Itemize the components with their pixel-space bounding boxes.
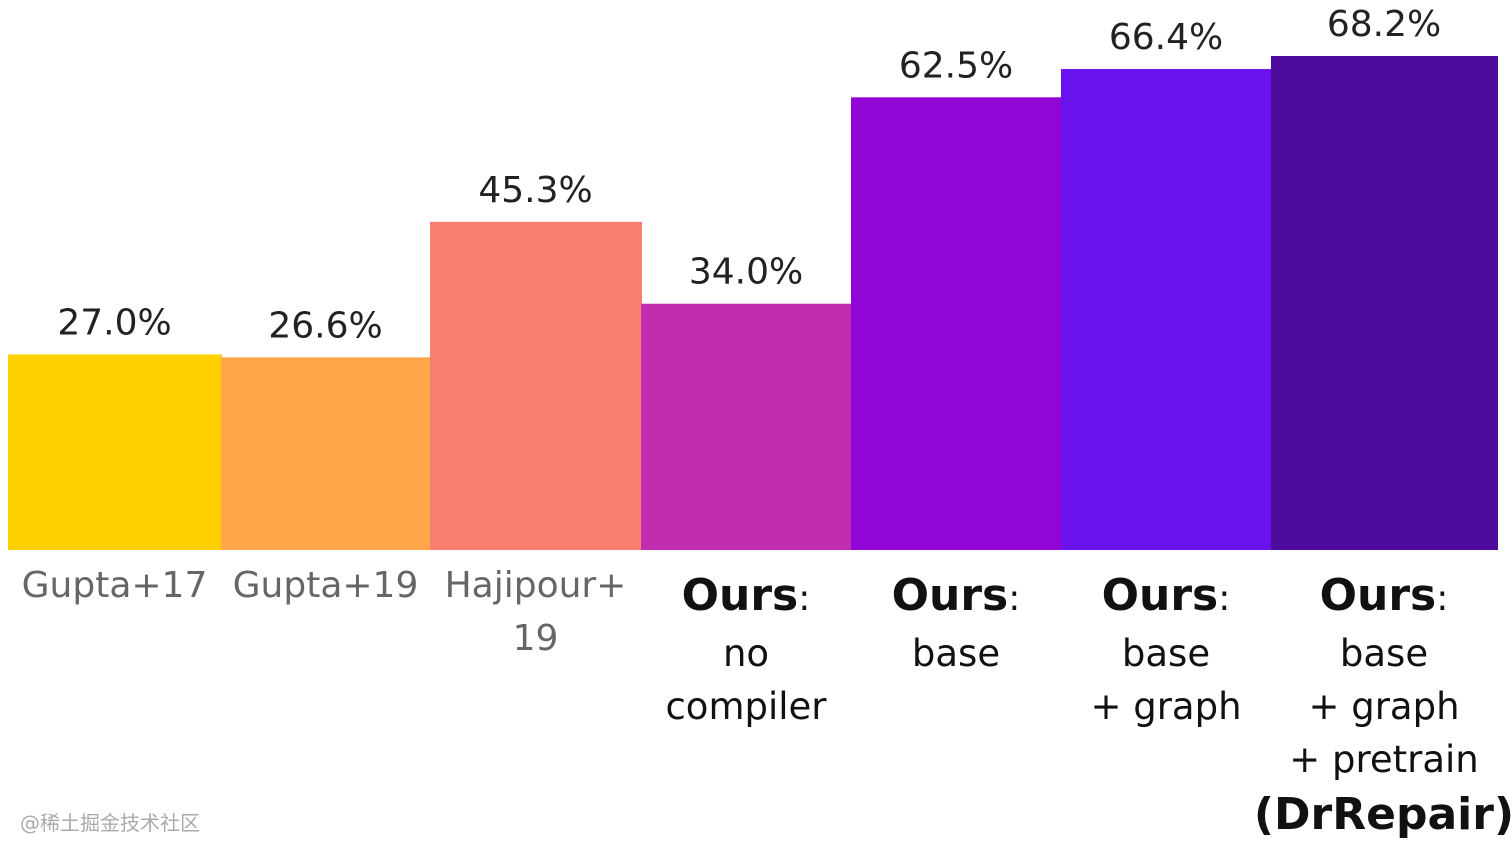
watermark: @稀土掘金技术社区 (20, 811, 200, 835)
category-label: no (723, 632, 769, 675)
bar (221, 357, 431, 550)
value-label: 68.2% (1327, 4, 1441, 45)
bar (430, 221, 642, 550)
ours-colon: : (1436, 578, 1448, 619)
category-label-ours: Ours: (892, 570, 1021, 621)
bar (8, 354, 222, 550)
category-label: compiler (665, 685, 827, 728)
category-label-ours: Ours: (1102, 570, 1231, 621)
category-label: base (1340, 632, 1428, 675)
category-label-ours: Ours: (1320, 570, 1449, 621)
category-label: Gupta+17 (22, 565, 208, 606)
category-label: Hajipour+ (445, 565, 627, 606)
category-label: Gupta+19 (233, 565, 419, 606)
ours-prefix: Ours (1102, 570, 1219, 621)
category-label: base (1122, 632, 1210, 675)
bar (851, 97, 1062, 551)
category-label: + graph (1090, 685, 1241, 728)
category-label: 19 (513, 618, 559, 659)
category-label-bold: (DrRepair) (1254, 789, 1512, 840)
category-label-ours: Ours: (682, 570, 811, 621)
value-label: 26.6% (268, 305, 382, 346)
ours-colon: : (798, 578, 810, 619)
value-label: 27.0% (57, 302, 171, 343)
ours-colon: : (1008, 578, 1020, 619)
value-label: 34.0% (689, 252, 803, 293)
category-label: + graph (1308, 685, 1459, 728)
value-label: 45.3% (478, 170, 592, 211)
category-label: base (912, 632, 1000, 675)
value-label: 62.5% (899, 45, 1013, 86)
ours-prefix: Ours (892, 570, 1009, 621)
bar (1271, 56, 1498, 550)
ours-prefix: Ours (682, 570, 799, 621)
category-label: + pretrain (1289, 738, 1479, 781)
ours-prefix: Ours (1320, 570, 1437, 621)
bar (1061, 69, 1272, 551)
value-label: 66.4% (1109, 17, 1223, 58)
bar (641, 303, 852, 550)
ours-colon: : (1218, 578, 1230, 619)
